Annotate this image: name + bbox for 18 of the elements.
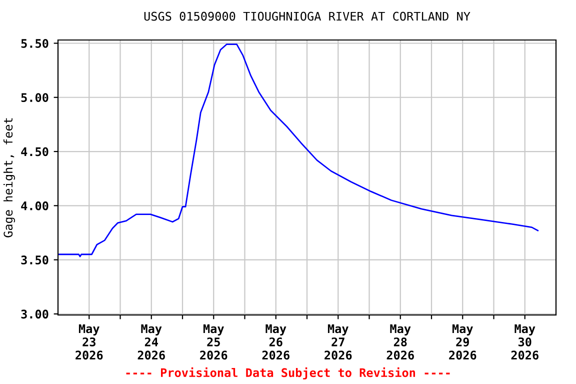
- y-tick-label: 4.00: [21, 201, 48, 210]
- y-tick-label: 4.50: [21, 147, 48, 156]
- line-series: [58, 44, 539, 258]
- x-tick-label: May 25 2026: [200, 324, 228, 360]
- x-tick-label: May 29 2026: [449, 324, 476, 360]
- x-tick-label: May 30 2026: [511, 324, 538, 360]
- text: ---- Provisional Data Subject to Revision ----: [126, 367, 450, 380]
- x-tick-label: May 28 2026: [386, 324, 414, 360]
- y-tick-label: 3.50: [21, 256, 48, 264]
- x-tick-label: May 27 2026: [324, 324, 352, 360]
- y-axis-title: Gage height, feet: [3, 118, 15, 238]
- y-tick-label: 5.50: [21, 38, 48, 48]
- x-tick-label: May 24 2026: [138, 324, 165, 360]
- y-tick-label: 5.00: [21, 93, 48, 102]
- x-tick-label: May 26 2026: [262, 324, 290, 360]
- x-tick-label: May 23 2026: [76, 324, 103, 360]
- chart-title: USGS 01509000 TIOUGHNIOGA RIVER AT CORTLAND NY: [144, 12, 470, 21]
- y-tick-label: 3.00: [21, 310, 48, 319]
